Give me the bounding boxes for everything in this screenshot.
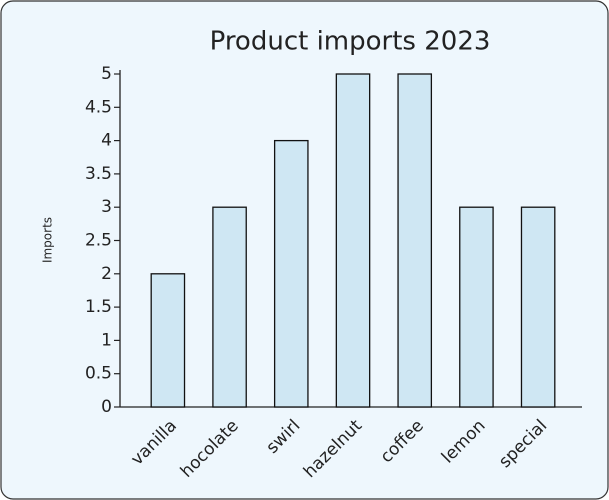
y-tick-label: 2 bbox=[101, 264, 112, 284]
bar bbox=[459, 206, 494, 408]
bar bbox=[273, 139, 309, 408]
y-tick-label: 0.5 bbox=[85, 364, 112, 384]
bar bbox=[520, 206, 556, 408]
y-tick-label: 3.5 bbox=[85, 164, 112, 184]
y-tick-label: 4.5 bbox=[85, 97, 112, 117]
bar bbox=[397, 73, 433, 408]
y-tick-label: 1 bbox=[101, 330, 112, 350]
bar bbox=[150, 273, 186, 408]
y-tick-label: 3 bbox=[101, 197, 112, 217]
y-tick-label: 1.5 bbox=[85, 297, 112, 317]
y-tick-label: 4 bbox=[101, 131, 112, 151]
y-tick-label: 2.5 bbox=[85, 231, 112, 251]
bar bbox=[212, 206, 247, 408]
y-tick-label: 5 bbox=[101, 64, 112, 84]
bar bbox=[335, 73, 371, 408]
y-axis-label: Imports bbox=[41, 217, 55, 263]
y-tick-label: 0 bbox=[101, 397, 112, 417]
chart-title: Product imports 2023 bbox=[210, 27, 491, 57]
